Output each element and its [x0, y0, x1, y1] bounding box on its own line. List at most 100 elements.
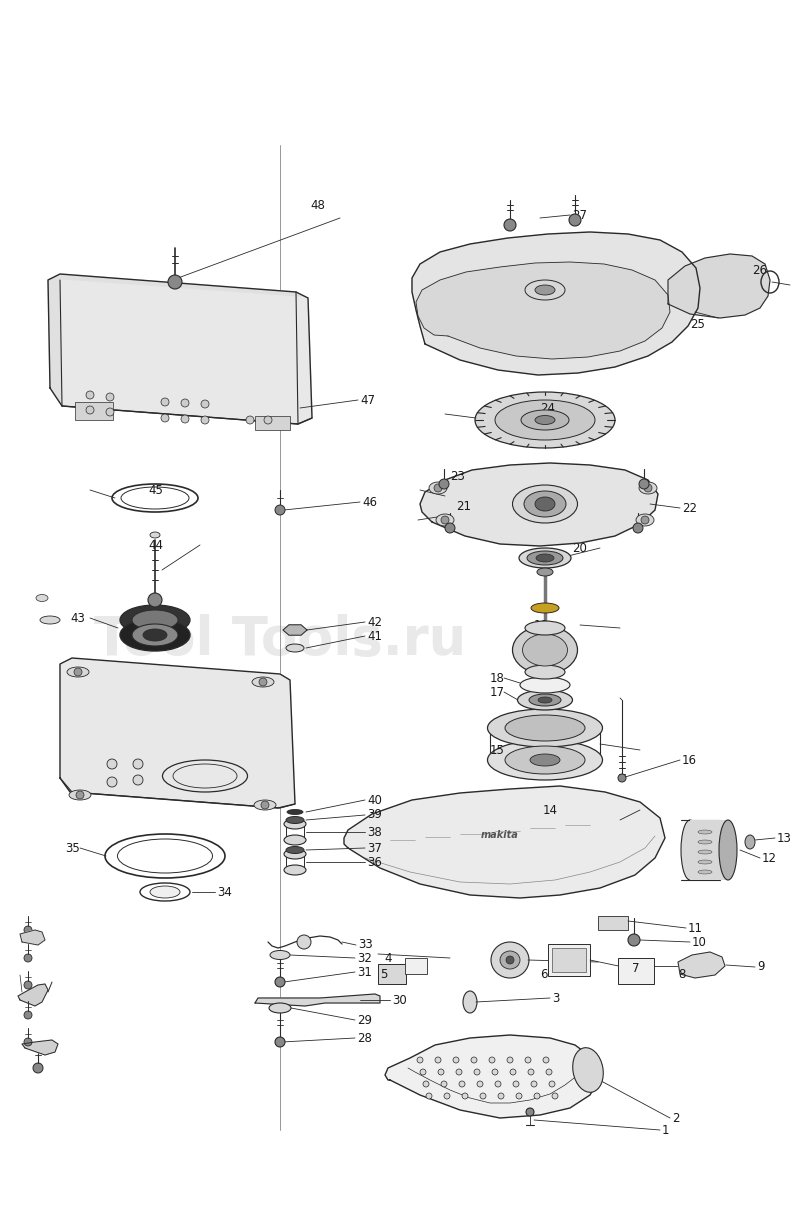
- Circle shape: [106, 408, 114, 416]
- Text: 34: 34: [217, 886, 232, 898]
- Circle shape: [275, 1037, 285, 1047]
- Ellipse shape: [436, 514, 454, 526]
- Text: 35: 35: [65, 841, 80, 855]
- Text: 5: 5: [380, 968, 387, 982]
- Circle shape: [417, 1057, 423, 1063]
- Text: 4: 4: [384, 951, 391, 965]
- Ellipse shape: [698, 830, 712, 834]
- Circle shape: [445, 524, 455, 533]
- Ellipse shape: [525, 665, 565, 679]
- Ellipse shape: [491, 942, 529, 978]
- Polygon shape: [416, 262, 670, 359]
- Ellipse shape: [505, 715, 585, 740]
- Circle shape: [275, 505, 285, 515]
- Ellipse shape: [698, 870, 712, 873]
- Text: 15: 15: [490, 743, 505, 756]
- Ellipse shape: [475, 392, 615, 448]
- Ellipse shape: [698, 860, 712, 864]
- Circle shape: [261, 801, 269, 809]
- Ellipse shape: [287, 809, 303, 814]
- Circle shape: [297, 935, 311, 949]
- Circle shape: [474, 1069, 480, 1076]
- Circle shape: [439, 479, 449, 489]
- Circle shape: [161, 398, 169, 407]
- Ellipse shape: [719, 821, 737, 880]
- Bar: [552, 947, 586, 972]
- Circle shape: [181, 399, 189, 407]
- Circle shape: [569, 214, 581, 225]
- Ellipse shape: [463, 991, 477, 1013]
- Ellipse shape: [270, 951, 290, 960]
- Text: 13: 13: [777, 832, 792, 844]
- Circle shape: [456, 1069, 462, 1076]
- Bar: [690, 821, 728, 880]
- Ellipse shape: [495, 400, 595, 440]
- Text: 47: 47: [360, 393, 375, 407]
- Circle shape: [492, 1069, 498, 1076]
- Ellipse shape: [132, 610, 178, 630]
- Circle shape: [477, 1080, 483, 1087]
- Text: 44: 44: [148, 538, 163, 552]
- Ellipse shape: [529, 694, 561, 706]
- Circle shape: [148, 593, 162, 607]
- Text: 16: 16: [682, 754, 697, 766]
- Circle shape: [546, 1069, 552, 1076]
- Ellipse shape: [537, 568, 553, 577]
- Text: 25: 25: [690, 318, 705, 330]
- Bar: [378, 963, 406, 984]
- Ellipse shape: [429, 482, 447, 494]
- Ellipse shape: [525, 621, 565, 634]
- Ellipse shape: [500, 951, 520, 970]
- Circle shape: [107, 759, 117, 769]
- Text: 29: 29: [357, 1014, 372, 1026]
- Circle shape: [423, 1080, 429, 1087]
- Ellipse shape: [535, 285, 555, 294]
- Bar: [598, 917, 628, 930]
- Text: 24: 24: [540, 402, 555, 414]
- Ellipse shape: [284, 819, 306, 829]
- Ellipse shape: [681, 821, 699, 880]
- Circle shape: [641, 516, 649, 524]
- Circle shape: [516, 1093, 522, 1099]
- Text: 8: 8: [678, 968, 686, 982]
- Text: makita: makita: [481, 830, 519, 840]
- Circle shape: [106, 393, 114, 400]
- Text: 48: 48: [310, 198, 325, 212]
- Ellipse shape: [535, 496, 555, 511]
- Circle shape: [549, 1080, 555, 1087]
- Circle shape: [86, 391, 94, 399]
- Circle shape: [489, 1057, 495, 1063]
- Text: 31: 31: [357, 966, 372, 978]
- Circle shape: [24, 981, 32, 989]
- Circle shape: [513, 1080, 519, 1087]
- Text: 40: 40: [367, 793, 382, 807]
- Circle shape: [264, 416, 272, 424]
- Text: 20: 20: [572, 542, 587, 554]
- Ellipse shape: [506, 956, 514, 963]
- Text: Tool Tools.ru: Tool Tools.ru: [94, 614, 466, 667]
- Polygon shape: [60, 280, 312, 424]
- Ellipse shape: [254, 800, 276, 809]
- Circle shape: [133, 759, 143, 769]
- Ellipse shape: [525, 280, 565, 301]
- Ellipse shape: [521, 410, 569, 430]
- Text: 45: 45: [148, 483, 163, 496]
- Circle shape: [86, 407, 94, 414]
- Circle shape: [471, 1057, 477, 1063]
- Circle shape: [181, 415, 189, 423]
- Circle shape: [441, 1080, 447, 1087]
- Text: 12: 12: [762, 851, 777, 865]
- Circle shape: [259, 678, 267, 686]
- Ellipse shape: [252, 678, 274, 687]
- Text: 37: 37: [367, 841, 382, 855]
- Circle shape: [628, 934, 640, 946]
- Text: 22: 22: [682, 501, 697, 515]
- Circle shape: [462, 1093, 468, 1099]
- Circle shape: [420, 1069, 426, 1076]
- Ellipse shape: [505, 747, 585, 774]
- Ellipse shape: [519, 548, 571, 568]
- Polygon shape: [255, 994, 380, 1007]
- Circle shape: [168, 275, 182, 290]
- Ellipse shape: [286, 817, 304, 823]
- Ellipse shape: [69, 790, 91, 800]
